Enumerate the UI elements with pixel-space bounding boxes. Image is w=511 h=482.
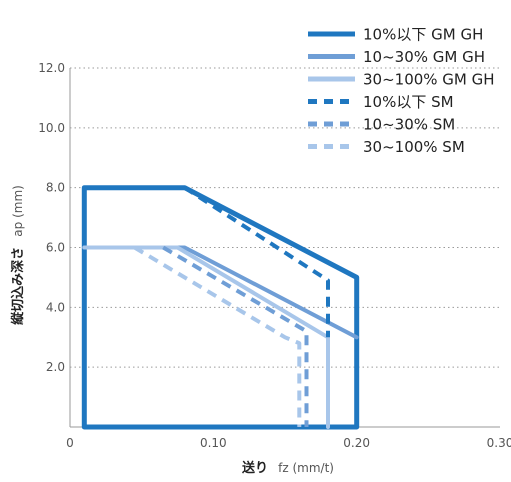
series-line-0 bbox=[81, 185, 360, 430]
legend-label-4: 10~30% SM bbox=[363, 116, 455, 134]
y-axis-title: 縦切込み深さ ap (mm) bbox=[10, 185, 26, 325]
y-tick-label-0: 2.0 bbox=[46, 360, 65, 374]
x-axis-title: 送り fz (mm/t) bbox=[241, 460, 334, 476]
y-tick-label-4: 10.0 bbox=[38, 121, 65, 135]
x-tick-label-0: 0 bbox=[66, 436, 74, 450]
series-line-3 bbox=[183, 186, 330, 338]
series-line-5 bbox=[133, 245, 302, 427]
y-tick-label-3: 8.0 bbox=[46, 181, 65, 195]
legend-label-2: 30~100% GM GH bbox=[363, 71, 495, 89]
series-lines bbox=[81, 185, 360, 430]
series-line-1 bbox=[82, 245, 359, 340]
y-tick-label-5: 12.0 bbox=[38, 61, 65, 75]
x-tick-label-2: 0.20 bbox=[343, 436, 370, 450]
y-tick-label-2: 6.0 bbox=[46, 241, 65, 255]
series-line-4 bbox=[162, 245, 309, 427]
y-tick-label-1: 4.0 bbox=[46, 300, 65, 314]
legend: 10%以下 GM GH 10~30% GM GH 30~100% GM GH 10%以… bbox=[308, 26, 495, 156]
legend-label-5: 30~100% SM bbox=[363, 138, 465, 156]
legend-label-1: 10~30% GM GH bbox=[363, 48, 485, 66]
legend-label-0: 10%以下 GM GH bbox=[363, 26, 483, 44]
grid-lines bbox=[70, 67, 500, 368]
x-tick-label-3: 0.30 bbox=[487, 436, 511, 450]
x-axis-title-main: 送り bbox=[241, 460, 268, 476]
legend-label-3: 10%以下 SM bbox=[363, 93, 454, 111]
y-axis-title-unit: ap (mm) bbox=[11, 185, 25, 237]
tick-labels: 2.0 4.0 6.0 8.0 10.0 12.0 0 0.10 0.20 0.30 bbox=[38, 61, 511, 450]
series-line-2 bbox=[82, 245, 330, 429]
x-axis-title-unit: fz (mm/t) bbox=[278, 461, 334, 475]
x-tick-label-1: 0.10 bbox=[200, 436, 227, 450]
y-axis-title-main: 縦切込み深さ bbox=[10, 247, 26, 325]
